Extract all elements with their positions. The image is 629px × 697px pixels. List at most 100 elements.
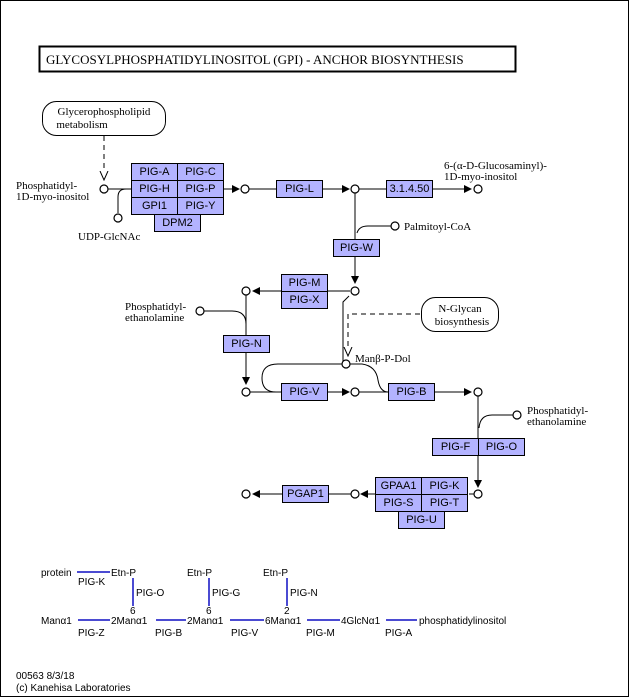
- structure-etn-p-3: Etn-P: [263, 568, 288, 579]
- compound-label-glucosaminyl-2: 1D-myo-inositol: [444, 171, 517, 183]
- compound-label-pe1-1: Phosphatidyl-: [125, 301, 186, 313]
- compound-label-pi-2: 1D-myo-inositol: [16, 191, 89, 203]
- compound-node: [241, 489, 251, 499]
- gene-box: [333, 239, 380, 257]
- compound-gpi-protein-deacyl[interactable]: [241, 489, 251, 499]
- compound-label-palmitoyl-coa: Palmitoyl-CoA: [404, 221, 471, 233]
- gene-gpi1[interactable]: GPI1: [131, 197, 178, 215]
- compound-glucosaminyl-myo-inositol[interactable]: [473, 184, 483, 194]
- gene-label: PIG-N: [231, 338, 262, 350]
- compound-glcnac-pi[interactable]: [240, 184, 250, 194]
- gene-label: PIG-U: [406, 514, 437, 526]
- structure-pig-a: PIG-A: [385, 628, 413, 639]
- gene-pig-k[interactable]: PIG-K: [421, 477, 468, 495]
- gene-label: PIG-V: [290, 386, 321, 398]
- compound-node: [341, 359, 351, 369]
- gene-pig-a[interactable]: PIG-A: [131, 163, 178, 181]
- structure-etn-p-1: Etn-P: [111, 568, 136, 579]
- compound-glcn-pi[interactable]: [350, 184, 360, 194]
- structure-pig-b: PIG-B: [155, 628, 183, 639]
- gene-pig-f[interactable]: PIG-F: [432, 438, 479, 456]
- gene-label: PIG-C: [185, 166, 216, 178]
- map-n-glycan-biosynthesis[interactable]: N-Glycan biosynthesis: [421, 297, 499, 332]
- structure-protein: protein: [41, 568, 72, 579]
- gene-pig-c[interactable]: PIG-C: [177, 163, 224, 181]
- gene-label: PIG-Y: [186, 200, 217, 212]
- gpi-structure: protein Etn-P Etn-P Etn-P PIG-K PIG-O PI…: [41, 568, 506, 639]
- gene-box: [154, 214, 201, 232]
- structure-etn-p-2: Etn-P: [187, 568, 212, 579]
- compound-node: [241, 387, 251, 397]
- copyright: (c) Kanehisa Laboratories: [16, 683, 131, 694]
- structure-pig-m: PIG-M: [306, 628, 335, 639]
- gene-pig-t[interactable]: PIG-T: [421, 494, 468, 512]
- compound-etnp-man3-glcn-acyl-pi[interactable]: [473, 387, 483, 397]
- compound-etnp-man1-glcn-acyl-pi[interactable]: [241, 387, 251, 397]
- compound-label-udp-glcnac: UDP-GlcNAc: [78, 231, 140, 243]
- gene-label: PIG-M: [289, 277, 321, 289]
- gene-box: [478, 438, 525, 456]
- gene-pig-n[interactable]: PIG-N: [223, 335, 270, 353]
- compound-node: [473, 387, 483, 397]
- gene-dpm2[interactable]: DPM2: [154, 214, 201, 232]
- compound-phosphatidylethanolamine-1[interactable]: [195, 306, 205, 316]
- compound-node: [350, 489, 360, 499]
- compound-etnp-man2-glcn-acyl-pi[interactable]: [350, 387, 360, 397]
- compound-node: [512, 410, 522, 420]
- map-glycerophospholipid-metabolism[interactable]: Glycerophospholipid metabolism: [42, 101, 166, 136]
- compound-node: [241, 286, 251, 296]
- compound-udp-glcnac[interactable]: [113, 213, 123, 223]
- gene-label: PIG-H: [139, 183, 170, 195]
- gene-ec-3-1-4-50[interactable]: 3.1.4.50: [386, 180, 433, 198]
- map-label-line1: N-Glycan: [438, 303, 482, 315]
- compound-node: [390, 221, 400, 231]
- compound-glcn-acyl-pi[interactable]: [350, 286, 360, 296]
- compound-node: [350, 387, 360, 397]
- gene-box: [223, 335, 270, 353]
- compound-node: [240, 184, 250, 194]
- gene-box: [281, 383, 328, 401]
- compound-man-p-dol[interactable]: [341, 359, 351, 369]
- gene-pig-o[interactable]: PIG-O: [478, 438, 525, 456]
- compound-phosphatidylethanolamine-2[interactable]: [512, 410, 522, 420]
- compound-gpi-full[interactable]: [473, 489, 483, 499]
- gene-label: PIG-X: [290, 294, 321, 306]
- gene-pig-v[interactable]: PIG-V: [281, 383, 328, 401]
- compound-node: [350, 184, 360, 194]
- gene-label: DPM2: [162, 217, 193, 229]
- structure-6man-a1: 6Manα1: [265, 616, 302, 627]
- compound-node: [473, 184, 483, 194]
- gene-pig-u[interactable]: PIG-U: [398, 511, 445, 529]
- gene-pig-x[interactable]: PIG-X: [281, 291, 328, 309]
- gene-pgap1[interactable]: PGAP1: [282, 485, 329, 503]
- gene-label: PIG-T: [430, 497, 460, 509]
- compound-label-pe2-2: ethanolamine: [527, 416, 586, 428]
- compound-label-man-p-dol: Manβ-P-Dol: [355, 353, 411, 365]
- reaction-edges: [104, 136, 513, 498]
- gene-pig-l[interactable]: PIG-L: [276, 180, 323, 198]
- gene-pig-y[interactable]: PIG-Y: [177, 197, 224, 215]
- compound-gpi-protein[interactable]: [350, 489, 360, 499]
- gene-pig-p[interactable]: PIG-P: [177, 180, 224, 198]
- compound-label-glucosaminyl-1: 6-(α-D-Glucosaminyl)-: [444, 160, 547, 172]
- compound-label-pe1-2: ethanolamine: [125, 312, 184, 324]
- compound-palmitoyl-coa[interactable]: [390, 221, 400, 231]
- map-label-line1: Glycerophospholipid: [58, 106, 151, 118]
- gene-pig-w[interactable]: PIG-W: [333, 239, 380, 257]
- compound-label-pi-1: Phosphatidyl-: [16, 180, 77, 192]
- structure-phosphatidylinositol: phosphatidylinositol: [419, 616, 506, 627]
- compound-phosphatidyl-myo-inositol[interactable]: [99, 184, 109, 194]
- structure-pig-v: PIG-V: [231, 628, 259, 639]
- gene-pig-b[interactable]: PIG-B: [388, 383, 435, 401]
- gene-box: [281, 291, 328, 309]
- structure-man-a1: Manα1: [41, 616, 72, 627]
- gene-gpaa1[interactable]: GPAA1: [375, 477, 422, 495]
- structure-num-2: 2: [284, 606, 290, 617]
- gene-box: [398, 511, 445, 529]
- gene-pig-s[interactable]: PIG-S: [375, 494, 422, 512]
- compound-man1-glcn-acyl-pi[interactable]: [241, 286, 251, 296]
- gene-pig-h[interactable]: PIG-H: [131, 180, 178, 198]
- gene-label: PGAP1: [287, 488, 324, 500]
- gene-pig-m[interactable]: PIG-M: [281, 274, 328, 292]
